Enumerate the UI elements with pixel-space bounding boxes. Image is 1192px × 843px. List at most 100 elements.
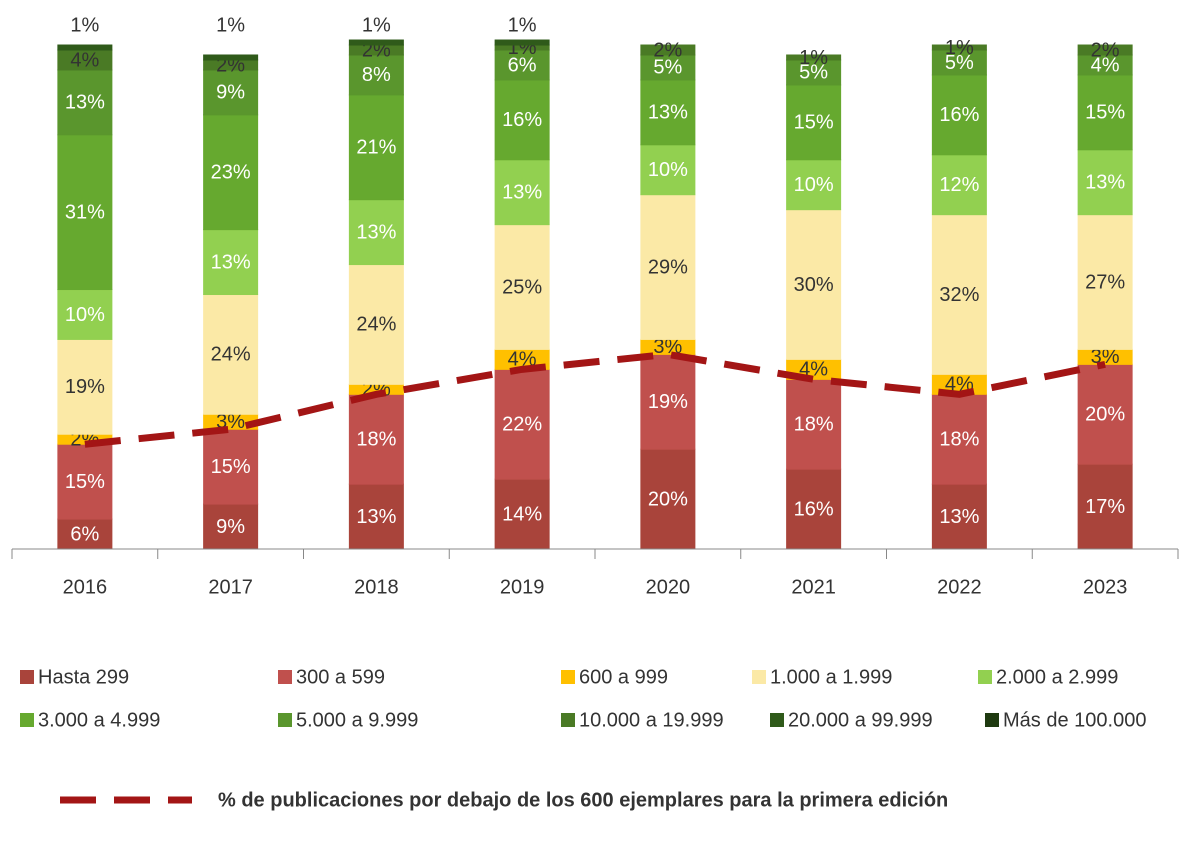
data-label: 15% — [1085, 102, 1125, 124]
bar-segment — [348, 94, 404, 201]
data-label: 8% — [362, 64, 391, 86]
bar-segment — [931, 483, 987, 550]
data-label: 10% — [794, 174, 834, 196]
data-label: 5% — [653, 57, 682, 79]
x-tick-label: 2019 — [500, 576, 545, 598]
data-label: 13% — [648, 102, 688, 124]
legend-swatch — [20, 713, 34, 727]
data-label: 13% — [211, 251, 251, 273]
bar-segment — [203, 229, 259, 296]
x-tick-label: 2020 — [646, 576, 691, 598]
data-label: 10% — [65, 304, 105, 326]
data-label: 18% — [794, 414, 834, 436]
bar-segment — [494, 39, 550, 46]
legend-label: 3.000 a 4.999 — [38, 709, 160, 731]
data-label: 16% — [502, 109, 542, 131]
legend-label: 2.000 a 2.999 — [996, 666, 1118, 688]
bar-segment — [57, 44, 113, 51]
data-label: 1% — [799, 47, 828, 69]
data-label: 15% — [211, 456, 251, 478]
bar-segment — [640, 353, 696, 450]
data-label: 4% — [1091, 54, 1120, 76]
x-tick-label: 2018 — [354, 576, 399, 598]
legend-swatch — [278, 670, 292, 684]
bar-segment — [1077, 44, 1133, 56]
data-label: 13% — [502, 181, 542, 203]
bar-segment — [494, 368, 550, 480]
data-label: 19% — [648, 391, 688, 413]
data-label: 13% — [939, 506, 979, 528]
bar-segment — [203, 54, 259, 61]
data-label: 29% — [648, 256, 688, 278]
legend-label: 1.000 a 1.999 — [770, 666, 892, 688]
bar-segment — [203, 69, 259, 116]
legend-swatch — [278, 713, 292, 727]
bar-segment — [1077, 74, 1133, 151]
legend-label: 10.000 a 19.999 — [579, 709, 724, 731]
legend-swatch — [770, 713, 784, 727]
data-label: 19% — [65, 376, 105, 398]
bar-segment — [931, 154, 987, 216]
bar-segment — [786, 54, 842, 61]
bar-segment — [494, 159, 550, 226]
x-tick-label: 2022 — [937, 576, 982, 598]
data-label: 1% — [945, 37, 974, 59]
data-label: 16% — [794, 498, 834, 520]
bar-segment — [203, 114, 259, 231]
data-label: 1% — [508, 14, 537, 36]
bar-segment — [494, 79, 550, 161]
data-label: 18% — [939, 429, 979, 451]
bar-segment — [640, 54, 696, 81]
data-label: 9% — [216, 516, 245, 538]
data-label: 30% — [794, 274, 834, 296]
data-label: 27% — [1085, 271, 1125, 293]
legend-swatch — [20, 670, 34, 684]
bar-segment — [348, 199, 404, 266]
bar-segment — [57, 443, 113, 520]
legend-swatch — [561, 670, 575, 684]
bar-segment — [203, 428, 259, 505]
data-label: 15% — [65, 471, 105, 493]
legend-swatch — [985, 713, 999, 727]
bar-segment — [1077, 149, 1133, 216]
bar-segment — [786, 378, 842, 470]
data-label: 31% — [65, 201, 105, 223]
bar-segment — [931, 393, 987, 485]
data-label: 10% — [648, 159, 688, 181]
data-label: 16% — [939, 104, 979, 126]
bar-segment — [640, 194, 696, 340]
x-tick-label: 2016 — [63, 576, 108, 598]
data-label: 1% — [362, 14, 391, 36]
bar-segment — [640, 44, 696, 56]
legend-label: 5.000 a 9.999 — [296, 709, 418, 731]
legend-swatch — [561, 713, 575, 727]
legend-label: % de publicaciones por debajo de los 600… — [218, 789, 948, 811]
bar-segment — [1077, 463, 1133, 550]
bar-segment — [640, 79, 696, 146]
data-label: 18% — [356, 429, 396, 451]
bar-segment — [203, 294, 259, 415]
data-label: 2% — [653, 39, 682, 61]
data-label: 23% — [211, 162, 251, 184]
data-label: 5% — [945, 52, 974, 74]
bar-segment — [57, 338, 113, 435]
data-label: 6% — [70, 523, 99, 545]
data-label: 20% — [1085, 404, 1125, 426]
legend-label: Más de 100.000 — [1003, 709, 1146, 731]
data-label: 24% — [211, 344, 251, 366]
bar-segment — [931, 49, 987, 76]
bar-segment — [931, 214, 987, 375]
bar-segment — [640, 144, 696, 196]
legend-label: Hasta 299 — [38, 666, 129, 688]
data-label: 20% — [648, 488, 688, 510]
data-label: 6% — [508, 54, 537, 76]
bar-segment — [786, 84, 842, 161]
x-tick-label: 2017 — [208, 576, 253, 598]
legend-label: 300 a 599 — [296, 666, 385, 688]
legend-label: 600 a 999 — [579, 666, 668, 688]
legend-label: 20.000 a 99.999 — [788, 709, 933, 731]
data-label: 14% — [502, 503, 542, 525]
bar-segment — [348, 54, 404, 96]
data-label: 5% — [799, 62, 828, 84]
